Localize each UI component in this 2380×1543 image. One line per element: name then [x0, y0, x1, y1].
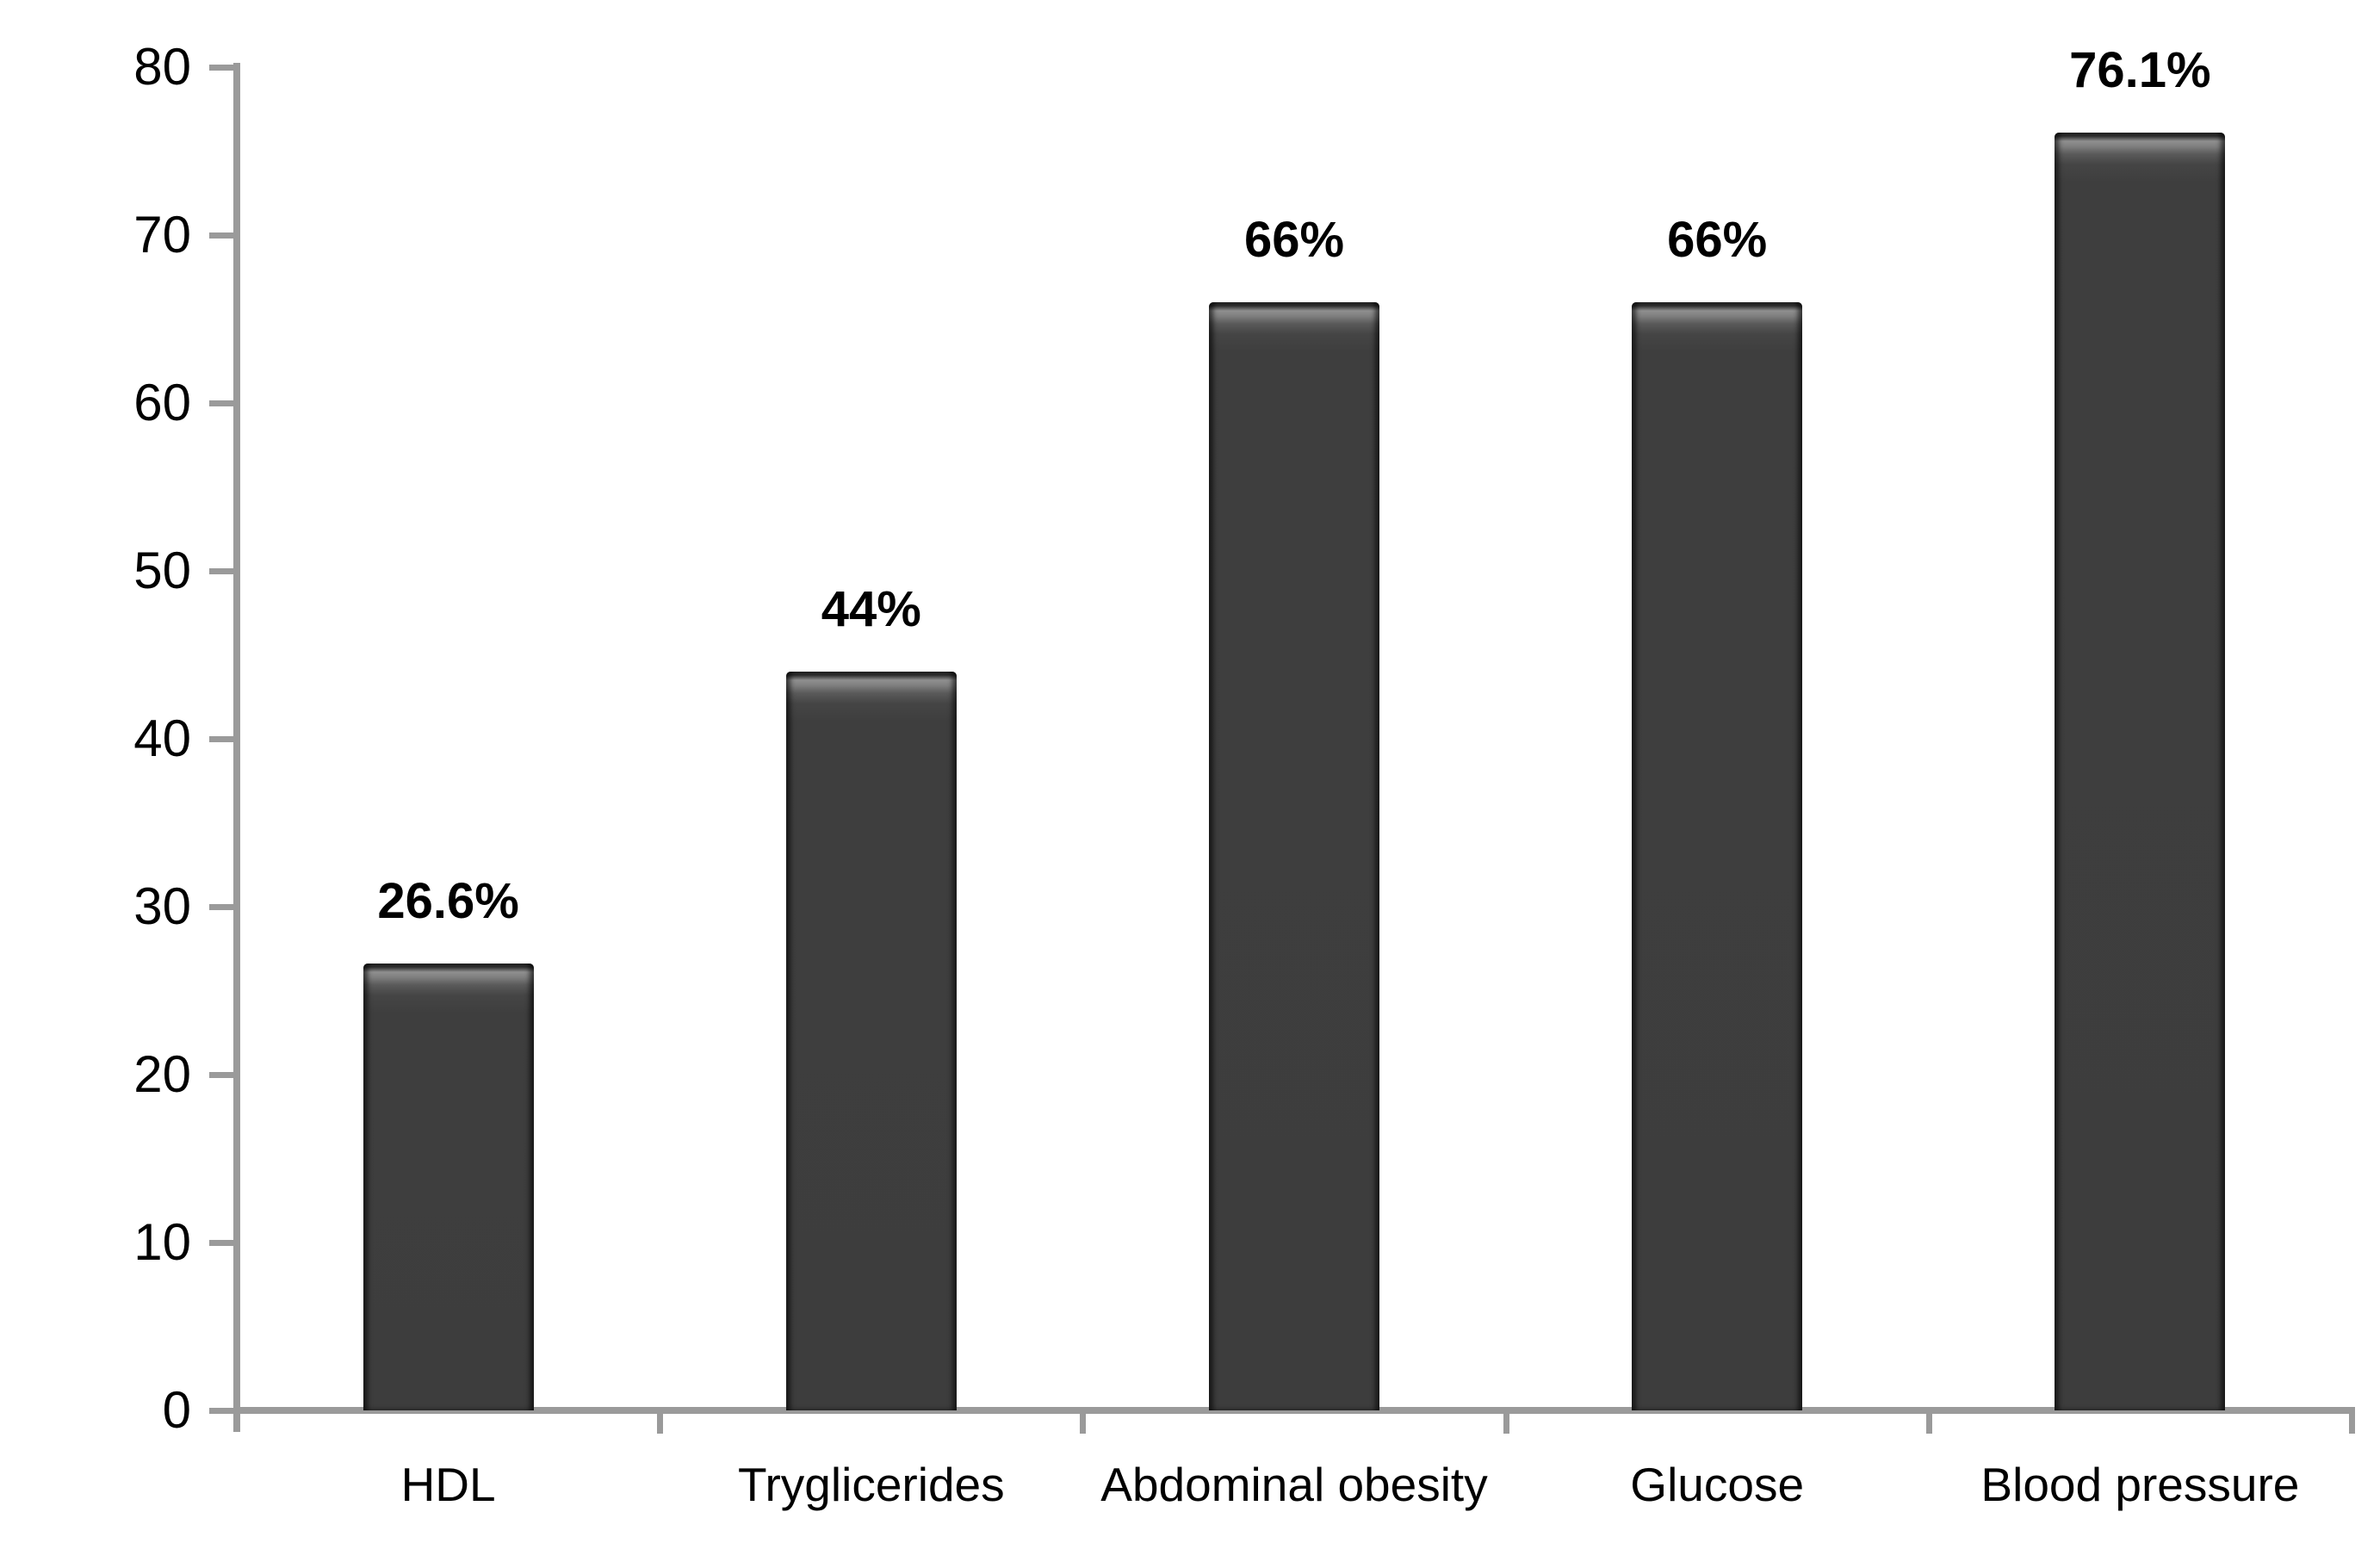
- x-axis-tick: [1080, 1410, 1087, 1434]
- bar-value-label: 26.6%: [377, 873, 519, 930]
- y-axis-tick-label: 0: [162, 1381, 191, 1439]
- y-axis-tick: [209, 1408, 236, 1414]
- bar: [363, 964, 534, 1410]
- y-axis-tick-label: 60: [133, 374, 191, 431]
- y-axis-line: [233, 63, 240, 1432]
- y-axis-tick-label: 40: [133, 710, 191, 767]
- y-axis-tick-label: 20: [133, 1045, 191, 1103]
- category-label: HDL: [400, 1458, 496, 1511]
- x-axis-tick: [1925, 1410, 1932, 1434]
- bar: [1209, 302, 1379, 1410]
- bar: [1632, 302, 1803, 1410]
- y-axis-tick: [209, 904, 236, 910]
- y-axis-tick: [209, 1240, 236, 1246]
- category-label: Tryglicerides: [737, 1458, 1005, 1511]
- bar-value-label: 66%: [1243, 212, 1345, 268]
- bar: [785, 672, 957, 1410]
- bar-value-label: 76.1%: [2069, 42, 2211, 99]
- x-axis-tick: [2349, 1410, 2355, 1434]
- y-axis-tick: [209, 1072, 236, 1078]
- bar-value-label: 44%: [821, 581, 921, 637]
- y-axis-tick: [209, 232, 236, 239]
- x-axis-line: [233, 1407, 2355, 1414]
- y-axis-tick-label: 10: [133, 1213, 191, 1271]
- category-label: Glucose: [1630, 1458, 1805, 1511]
- bar: [2055, 133, 2226, 1410]
- bar-value-label: 66%: [1667, 212, 1768, 268]
- category-label: Abdominal obesity: [1100, 1458, 1488, 1511]
- x-axis-tick: [657, 1410, 664, 1434]
- y-axis-tick-label: 30: [133, 877, 191, 935]
- y-axis-tick-label: 50: [133, 542, 191, 599]
- y-axis-tick: [209, 65, 236, 71]
- category-label: Blood pressure: [1980, 1458, 2300, 1511]
- y-axis-tick: [209, 736, 236, 742]
- y-axis-tick: [209, 400, 236, 406]
- y-axis-tick-label: 70: [133, 206, 191, 263]
- y-axis-tick-label: 80: [133, 38, 191, 96]
- x-axis-tick: [1503, 1410, 1509, 1434]
- y-axis-tick: [209, 568, 236, 574]
